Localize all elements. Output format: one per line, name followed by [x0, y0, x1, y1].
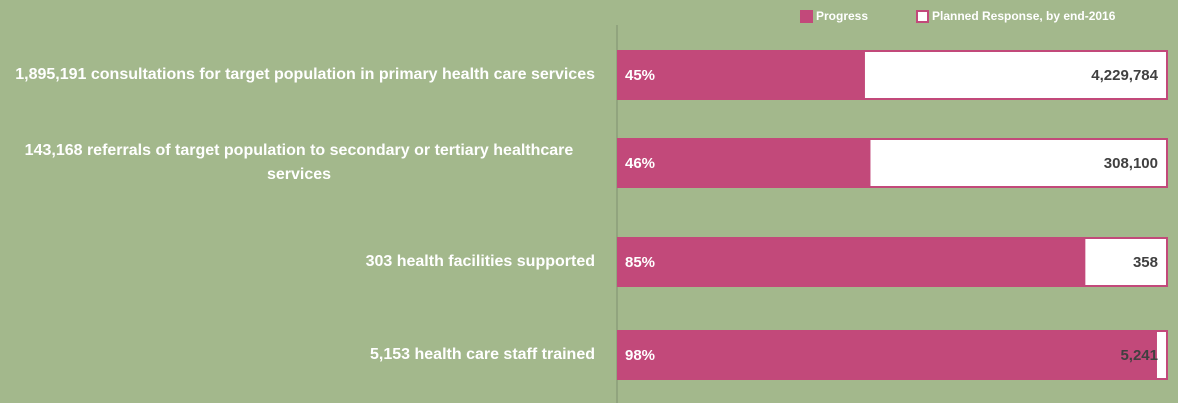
progress-label: 46% — [625, 155, 655, 172]
category-label-box: 1,895,191 consultations for target popul… — [0, 45, 595, 105]
category-label: 1,895,191 consultations for target popul… — [15, 66, 595, 83]
category-label-box: 303 health facilities supported — [0, 232, 595, 292]
category-label: 143,168 referrals of target population t… — [24, 142, 574, 183]
legend-swatch — [916, 10, 929, 23]
progress-bar — [617, 330, 1157, 380]
category-label-box: 143,168 referrals of target population t… — [0, 133, 595, 193]
category-label-box: 5,153 health care staff trained — [0, 325, 595, 385]
planned-label: 5,241 — [1120, 347, 1158, 364]
legend-swatch — [800, 10, 813, 23]
progress-label: 85% — [625, 254, 655, 271]
progress-bar — [617, 237, 1086, 287]
planned-label: 4,229,784 — [1091, 67, 1158, 84]
legend-label: Planned Response, by end-2016 — [932, 9, 1116, 23]
progress-bar — [617, 50, 865, 100]
category-label: 303 health facilities supported — [365, 253, 595, 270]
legend-label: Progress — [816, 9, 868, 23]
progress-bar — [617, 138, 871, 188]
planned-label: 358 — [1133, 254, 1158, 271]
progress-label: 98% — [625, 347, 655, 364]
category-label: 5,153 health care staff trained — [370, 346, 595, 363]
progress-label: 45% — [625, 67, 655, 84]
planned-label: 308,100 — [1104, 155, 1158, 172]
